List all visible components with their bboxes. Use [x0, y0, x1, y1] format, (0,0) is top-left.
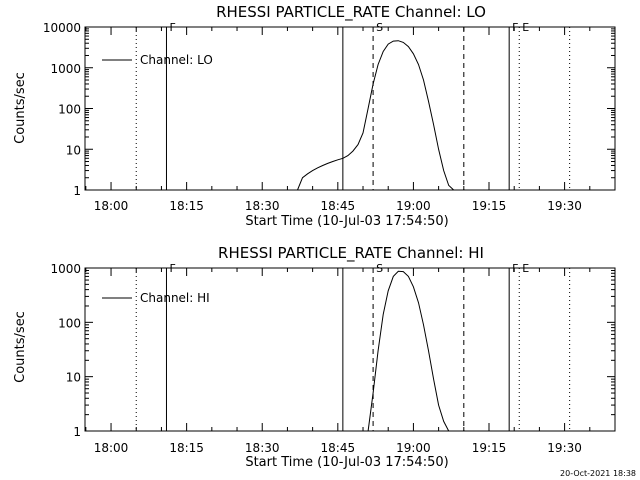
y-tick-label-lo: 10000: [43, 21, 81, 35]
marker-label-hi: F: [512, 262, 518, 275]
x-tick-label-hi: 18:15: [169, 441, 204, 455]
x-axis-label-hi: Start Time (10-Jul-03 17:54:50): [245, 455, 448, 470]
x-tick-label-hi: 19:00: [396, 441, 431, 455]
marker-label-hi: F: [169, 262, 175, 275]
marker-label-lo: S: [376, 21, 383, 34]
x-tick-label-lo: 18:45: [321, 199, 356, 213]
x-tick-label-hi: 18:30: [245, 441, 280, 455]
x-tick-label-lo: 19:15: [472, 199, 507, 213]
x-tick-label-hi: 19:15: [472, 441, 507, 455]
plot-frame-lo: [84, 26, 616, 191]
series-line-hi: [367, 270, 450, 432]
y-axis-label-lo: Counts/sec: [13, 72, 28, 144]
x-tick-label-lo: 18:30: [245, 199, 280, 213]
y-axis-label-hi: Counts/sec: [13, 311, 28, 383]
y-tick-label-lo: 1: [73, 184, 81, 198]
x-tick-label-lo: 18:15: [169, 199, 204, 213]
marker-label-hi: E: [522, 262, 529, 275]
x-tick-label-lo: 18:00: [94, 199, 129, 213]
marker-label-hi: S: [376, 262, 383, 275]
x-tick-label-hi: 18:00: [94, 441, 129, 455]
marker-label-lo: F: [169, 21, 175, 34]
marker-label-lo: F: [512, 21, 518, 34]
y-tick-label-lo: 1000: [50, 62, 81, 76]
marker-label-lo: E: [522, 21, 529, 34]
legend-label-hi: Channel: HI: [140, 291, 210, 305]
x-tick-label-lo: 19:00: [396, 199, 431, 213]
y-tick-label-lo: 100: [58, 103, 81, 117]
x-tick-label-hi: 19:30: [547, 441, 582, 455]
chart-title-lo: RHESSI PARTICLE_RATE Channel: LO: [216, 3, 486, 22]
x-tick-label-lo: 19:30: [547, 199, 582, 213]
x-tick-label-hi: 18:45: [321, 441, 356, 455]
y-tick-label-hi: 10: [66, 371, 81, 385]
y-tick-label-lo: 10: [66, 143, 81, 157]
x-axis-label-lo: Start Time (10-Jul-03 17:54:50): [245, 214, 448, 229]
y-tick-label-hi: 1: [73, 425, 81, 439]
plot-frame-hi: [84, 267, 616, 432]
y-tick-label-hi: 100: [58, 316, 81, 330]
legend-label-lo: Channel: LO: [140, 53, 213, 67]
chart-title-hi: RHESSI PARTICLE_RATE Channel: HI: [218, 244, 484, 263]
footer-timestamp: 20-Oct-2021 18:38: [560, 469, 636, 478]
y-tick-label-hi: 1000: [50, 262, 81, 276]
series-line-lo: [297, 40, 455, 191]
